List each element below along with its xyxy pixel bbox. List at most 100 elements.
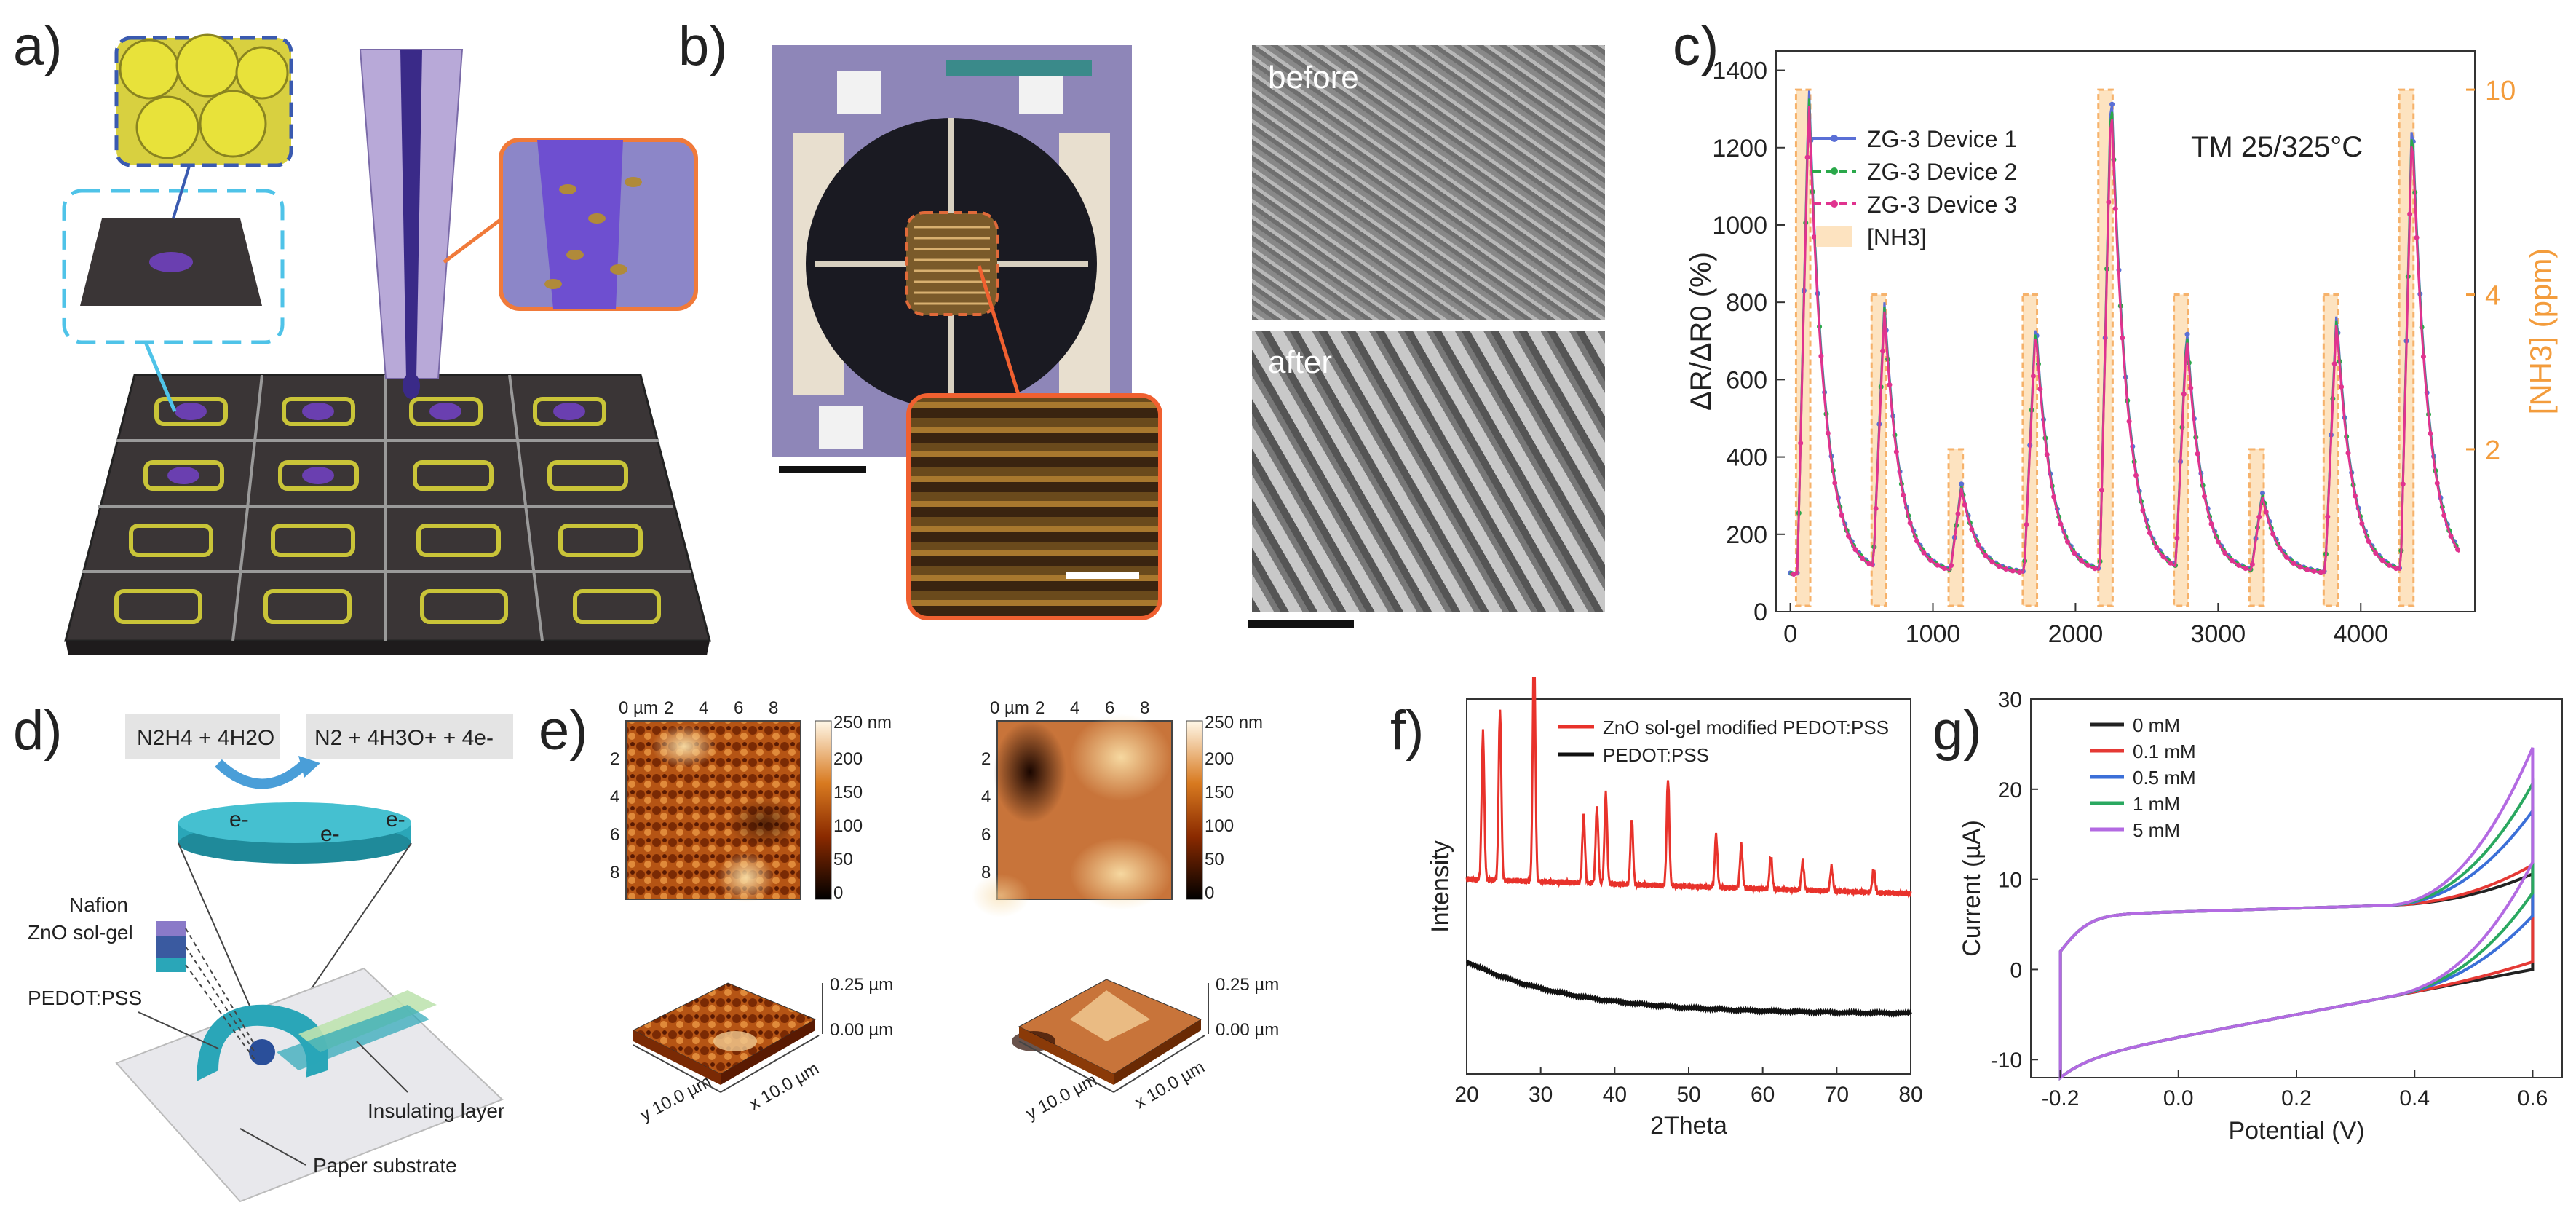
y-tick-label: 1200 [1712,135,1767,162]
series-point [2407,211,2413,217]
series-point [2339,384,2345,390]
series-point [1866,561,1872,566]
series-point [2099,487,2104,493]
x-tick-label: 0.2 [2281,1086,2312,1110]
series-point [1873,505,1879,511]
series-point [2229,558,2235,564]
afm-top-tick: 6 [734,698,743,718]
colorbar-tick: 50 [833,850,853,869]
series-point [2373,550,2379,556]
y-tick-label: 0 [1753,599,1767,626]
series-point [2215,539,2221,545]
series-point [2188,385,2194,391]
cv-loop-3 [2058,778,2535,1081]
y-tick-label: 200 [1726,521,1767,549]
panel-d-label: d) [13,700,63,762]
panel-g-label: g) [1933,700,1982,762]
series-point [2181,391,2187,397]
series-line-zno-pedot [1465,677,1912,899]
z-bottom-label: 0.00 µm [830,1020,893,1040]
x-tick-label: 3000 [2191,620,2246,648]
z-top-label: 0.25 µm [1216,975,1279,995]
panel-e-label: e) [539,700,588,762]
afm-left-tick: 6 [981,825,991,845]
x-tick-label: 0.6 [2518,1086,2548,1110]
series-point [1859,556,1865,561]
series-point [2441,513,2447,518]
legend-label: ZnO sol-gel modified PEDOT:PSS [1603,716,1889,738]
series-point [1949,563,1954,569]
axis-y3d-label: y 10.0 µm [637,1072,714,1126]
series-point [1791,571,1796,577]
y-tick-label: 400 [1726,444,1767,472]
x-tick-label: 30 [1529,1083,1553,1107]
series-point [2283,554,2289,560]
afm-top-origin: 0 µm [990,698,1029,718]
series-point [2420,354,2426,360]
series-point [2106,200,2112,205]
legend-marker [1831,200,1838,208]
x-tick-label: 1000 [1906,620,1961,648]
afm-left-tick: 8 [610,863,619,883]
series-point [2277,545,2283,551]
y-tick-label: 10 [1998,869,2022,893]
legend-label: ZG-3 Device 1 [1867,126,2017,152]
chart-c: 0 200 400 600 800 1000 1200 1400 0 1000 2000 3000 40… [1685,50,2558,648]
colorbar-tick: 150 [833,783,863,802]
panel-f-label: f) [1390,700,1424,762]
afm-panel: 0 µm 2 4 6 8 2 4 6 8 250 nm 200 150 100 50 0 0 µm 2 4 6 8 2 4… [610,698,1279,1126]
series-point [2078,558,2084,564]
y-tick-label: 30 [1998,688,2022,712]
colorbar-tick: 50 [1205,850,1224,869]
series-point [2044,451,2050,457]
cv-loop-2 [2058,806,2535,1081]
sensor-schematic: N2H4 + 4H2O N2 + 4H3O+ + 4e- e- e- e- Na… [28,714,513,1203]
series-point [1941,566,1947,572]
afm-left-tick: 2 [981,749,991,769]
series-point [2184,331,2190,337]
x-tick-label: 60 [1751,1083,1775,1107]
series-point [1907,520,1913,526]
series-point [1887,382,1893,388]
series-point [2304,566,2310,572]
legend-label: 1 mM [2133,793,2180,815]
series-point [2345,450,2351,456]
electron-left: e- [229,808,249,832]
afm-top-origin: 0 µm [619,698,658,718]
series-point [2058,521,2064,527]
series-point [2154,545,2160,550]
colorbar-tick: 0 [1205,883,1214,903]
afm-left-tick: 2 [610,749,619,769]
series-point [2400,481,2406,487]
series-point [2259,490,2265,496]
series-point [2092,566,2098,572]
panel-g: g) -0.2 0.0 0.2 0.4 0.6 -10 0 10 20 30 Potential (… [1922,677,2576,1216]
x-axis-label: 2Theta [1650,1112,1727,1140]
series-point [1962,502,1967,508]
series-point [2448,533,2454,539]
y-tick-label: 0 [2010,958,2022,982]
x-tick-label: 20 [1454,1083,1478,1107]
x-tick-label: 50 [1676,1083,1700,1107]
series-point [2120,335,2125,341]
series-point [2147,530,2152,536]
sem-after-image: after [1252,331,1605,612]
series-point [2003,566,2009,572]
series-point [2112,206,2118,212]
legend-marker [1831,135,1838,142]
zoom-inset-photo [906,393,1162,620]
series-point [1852,547,1858,553]
afm-left-tick: 4 [610,787,619,807]
chart-f: 20 30 40 50 60 70 80 2Theta Intensity ZnO sol-gel… [1427,677,1923,1140]
panel-f: f) 20 30 40 50 60 70 80 2Theta Intensity ZnO sol-… [1376,677,1929,1216]
x-tick-label: 2000 [2048,620,2104,648]
series-point [1804,154,1810,160]
afm-top-tick: 4 [1070,698,1079,718]
series-point [1901,492,1906,498]
series-point [2202,494,2208,500]
legend-marker [1831,167,1838,175]
legend-label: 0.1 mM [2133,741,2196,762]
series-point [2325,514,2331,520]
colorbar-top-label: 250 nm [1205,713,1263,733]
series-point [2318,569,2323,575]
